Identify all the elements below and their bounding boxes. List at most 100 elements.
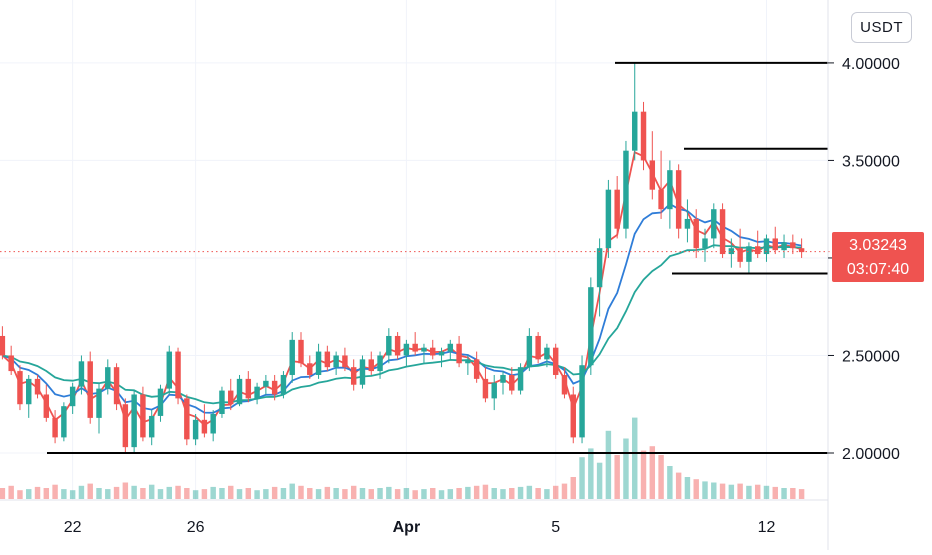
candle-body [658, 189, 664, 210]
volume-bar [561, 483, 568, 499]
volume-bar [421, 489, 427, 499]
volume-bar [122, 482, 129, 499]
currency-button[interactable]: USDT [851, 12, 912, 43]
volume-bar [500, 489, 506, 499]
volume-bar [570, 477, 576, 499]
volume-bar [52, 484, 58, 499]
volume-bar [289, 483, 295, 499]
candle-body [561, 374, 568, 395]
candle-body [675, 170, 682, 229]
candle-body [236, 378, 243, 405]
candle-body [245, 378, 252, 399]
volume-bar [412, 490, 418, 499]
candle-body [579, 365, 585, 438]
candle-body [61, 406, 67, 438]
time-tick-label: 26 [187, 519, 205, 536]
candle-body [790, 242, 796, 249]
volume-bar [798, 489, 805, 499]
candle-body [43, 394, 50, 418]
time-axis[interactable]: 22 26 Apr 5 12 [0, 499, 828, 536]
candle-body [403, 343, 410, 356]
price-tick-label: 3.50000 [842, 153, 900, 170]
grid-lines [0, 0, 828, 500]
candle-body [271, 380, 278, 395]
candle-body [711, 209, 717, 239]
volume-bar [386, 486, 392, 499]
candle-body [8, 355, 14, 372]
candle-body [157, 388, 164, 416]
volume-bar [342, 489, 348, 499]
candle-body [87, 361, 93, 418]
candle-body [298, 339, 304, 364]
candle-body [473, 359, 480, 379]
current-price-value: 3.03243 [849, 237, 907, 254]
candle-body [535, 335, 541, 360]
candle-body [140, 394, 146, 438]
volume-bar [588, 448, 594, 499]
candle-body [34, 378, 41, 395]
candle-body [210, 413, 216, 434]
price-tick-label: 2.00000 [842, 446, 900, 463]
volume-bar [614, 455, 620, 499]
current-price-tag: 3.03243 03:07:40 [832, 232, 924, 282]
volume-bar [430, 488, 436, 499]
candle-body [702, 238, 708, 249]
candle-body [421, 347, 427, 352]
time-tick-label: 12 [758, 519, 776, 536]
price-tick-label: 4.00000 [842, 56, 900, 73]
candle-body [0, 335, 6, 356]
candle-body [781, 242, 787, 251]
candle-body [289, 339, 295, 375]
candle-body [113, 367, 120, 405]
volume-bar [544, 489, 550, 499]
volume-bar [754, 484, 761, 499]
candle-body [798, 248, 805, 253]
volume-bar [324, 486, 331, 499]
candle-body [649, 160, 656, 190]
candle-body [175, 351, 181, 399]
candle-body [219, 390, 225, 414]
volume-bar [26, 489, 32, 499]
volume-bar [228, 485, 234, 499]
volume-bar [737, 483, 743, 499]
volume-bar [456, 488, 462, 499]
volume-bar [517, 486, 524, 499]
volume-bar [43, 488, 50, 499]
volume-bar [61, 489, 67, 499]
horizontal-levels[interactable] [47, 61, 828, 454]
volume-bar [623, 438, 629, 499]
candle-body [350, 367, 357, 385]
candle-body [377, 355, 383, 372]
candle-body [430, 347, 436, 356]
volume-bar [113, 486, 120, 499]
candle-body [509, 374, 515, 391]
candle-body [482, 378, 489, 399]
candle-body [263, 380, 269, 387]
candle-body [465, 359, 471, 364]
volume-bar [781, 488, 787, 499]
volume-bar [359, 488, 366, 499]
volume-bar [719, 483, 726, 499]
candlesticks [0, 62, 805, 453]
volume-bar [790, 488, 796, 499]
volume-bar [201, 489, 208, 499]
candle-body [201, 419, 208, 434]
candle-body [737, 248, 743, 262]
volume-bar [649, 446, 656, 499]
volume-bar [711, 482, 717, 499]
candle-body [719, 209, 726, 255]
candle-body [614, 189, 620, 229]
volume-bar [509, 488, 515, 499]
candle-body [500, 374, 506, 383]
candle-body [228, 390, 234, 405]
volume-bar [263, 489, 269, 499]
volume-bar [702, 481, 708, 499]
volume-bar [746, 485, 752, 499]
candle-body [754, 246, 761, 255]
volume-bar [245, 488, 252, 499]
candle-body [746, 246, 752, 262]
candle-body [131, 394, 137, 448]
